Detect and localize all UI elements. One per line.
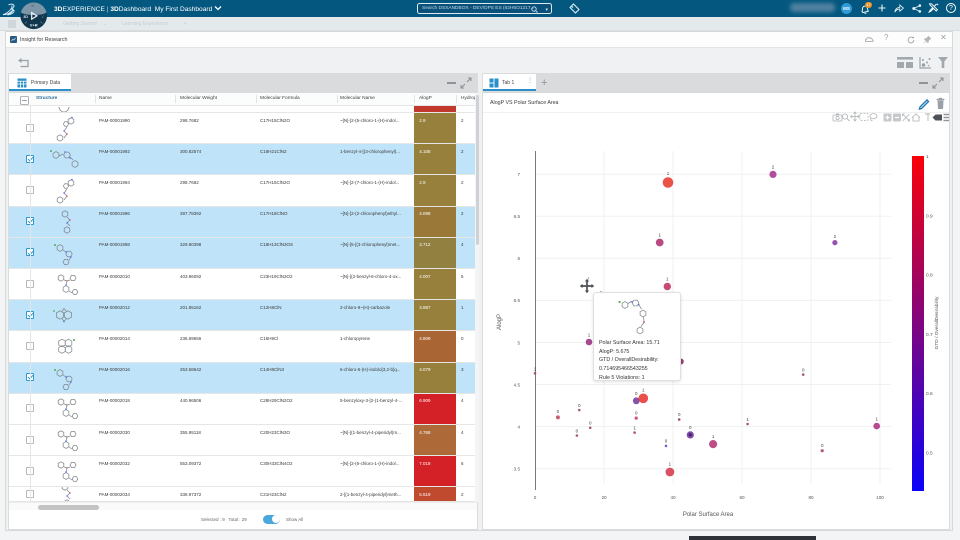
svg-text:Polar Surface Area: Polar Surface Area <box>683 512 734 518</box>
svg-text:0: 0 <box>802 367 805 372</box>
svg-text:0: 0 <box>534 495 537 500</box>
svg-text:0: 0 <box>665 439 668 444</box>
svg-text:0: 0 <box>689 425 692 430</box>
svg-text:1: 1 <box>667 171 670 176</box>
svg-text:1: 1 <box>642 387 645 392</box>
svg-text:0: 0 <box>678 412 681 417</box>
svg-text:80: 80 <box>808 495 814 500</box>
svg-text:6.5: 6.5 <box>514 214 521 219</box>
svg-text:0: 0 <box>635 391 638 396</box>
svg-text:1: 1 <box>658 232 661 237</box>
svg-text:1: 1 <box>587 277 590 282</box>
svg-text:∕: ∕ <box>41 15 44 19</box>
svg-text:N: N <box>31 4 34 8</box>
svg-text:1: 1 <box>669 461 672 466</box>
svg-text:40: 40 <box>670 495 676 500</box>
svg-text:1: 1 <box>666 277 669 282</box>
svg-text:5: 5 <box>517 340 520 345</box>
svg-text:V+R: V+R <box>29 23 37 28</box>
svg-text:1: 1 <box>926 154 929 160</box>
svg-text:2: 2 <box>834 234 837 239</box>
svg-text:6: 6 <box>517 256 520 261</box>
svg-text:5.5: 5.5 <box>514 298 521 303</box>
svg-text:AlogP: AlogP <box>497 314 503 330</box>
svg-text:0: 0 <box>821 443 824 448</box>
svg-text:3.5: 3.5 <box>514 467 521 472</box>
svg-text:0: 0 <box>589 421 592 426</box>
svg-text:0.8: 0.8 <box>926 273 933 279</box>
svg-text:4: 4 <box>517 424 520 429</box>
svg-text:20: 20 <box>601 495 607 500</box>
svg-text:0: 0 <box>557 409 560 414</box>
svg-text:1: 1 <box>633 425 636 430</box>
svg-text:100: 100 <box>876 495 884 500</box>
svg-text:4.5: 4.5 <box>514 382 521 387</box>
svg-text:0: 0 <box>576 428 579 433</box>
svg-text:1: 1 <box>746 417 749 422</box>
svg-text:1: 1 <box>534 366 537 371</box>
svg-text:GTD / OverallDesirability: GTD / OverallDesirability <box>934 296 940 349</box>
svg-text:2: 2 <box>772 165 775 170</box>
svg-text:0.9: 0.9 <box>926 213 933 219</box>
svg-text:0: 0 <box>635 410 638 415</box>
svg-text:60: 60 <box>739 495 745 500</box>
svg-text:1: 1 <box>588 333 591 338</box>
svg-text:0.6: 0.6 <box>926 391 933 397</box>
svg-text:0.7: 0.7 <box>926 332 933 338</box>
svg-text:1: 1 <box>875 417 878 422</box>
svg-text:0: 0 <box>578 403 581 408</box>
svg-text:7: 7 <box>517 172 520 177</box>
svg-text:1: 1 <box>712 434 715 439</box>
svg-text:0.5: 0.5 <box>926 451 933 457</box>
svg-text:3D: 3D <box>23 15 28 19</box>
